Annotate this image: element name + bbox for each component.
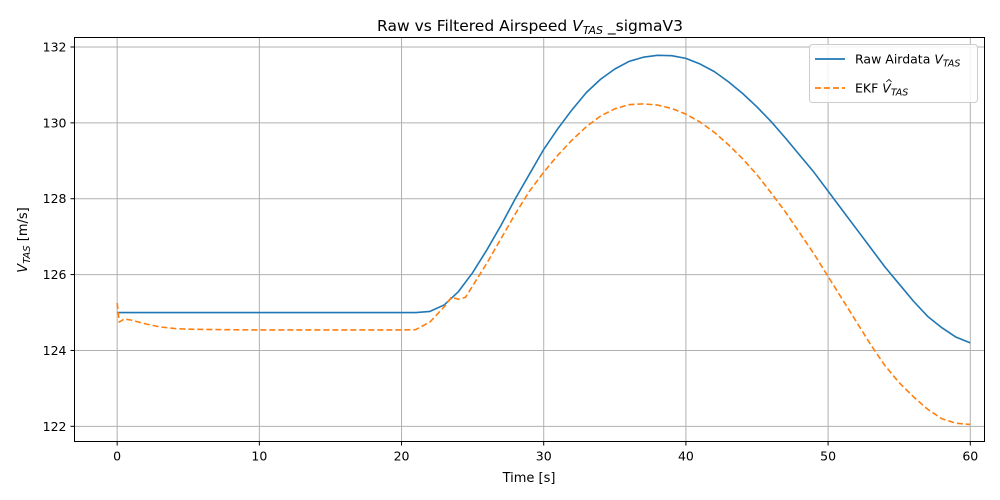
x-tick-label: 50 <box>820 449 836 464</box>
series-line-raw-airdata <box>117 54 971 344</box>
x-axis-title: Time [s] <box>502 471 556 486</box>
legend-label-ekf-sub: TAS <box>891 88 908 99</box>
legend-label-raw-sub: TAS <box>943 59 960 70</box>
axis-ticks: 0 10 20 30 40 50 60 122 124 126 128 130 132 <box>43 39 979 463</box>
legend-label-ekf-prefix: EKF <box>855 81 882 96</box>
y-tick-label: 132 <box>43 39 67 54</box>
legend-label-ekf: EKF VTAS <box>855 81 908 99</box>
chart-title-var: V <box>572 17 584 35</box>
x-tick-label: 40 <box>678 449 694 464</box>
legend-label-ekf-var: V <box>882 81 892 96</box>
y-axis-title-sub: TAS <box>22 245 33 264</box>
y-tick-label: 126 <box>43 267 67 282</box>
x-tick-label: 60 <box>962 449 978 464</box>
legend-label-raw: Raw Airdata VTAS <box>855 52 960 70</box>
legend-label-raw-var: V <box>934 52 944 67</box>
y-tick-label: 128 <box>43 191 67 206</box>
legend: Raw Airdata VTAS EKF VTAS ^ <box>809 44 978 103</box>
legend-hat-accent: ^ <box>885 79 893 90</box>
y-tick-label: 122 <box>43 419 67 434</box>
legend-box <box>809 44 978 103</box>
x-tick-label: 10 <box>251 449 267 464</box>
chart-title-sub: TAS <box>583 24 603 37</box>
y-axis-title: VTAS [m/s] <box>16 207 33 272</box>
chart-title-prefix: Raw vs Filtered Airspeed <box>377 17 572 35</box>
chart-title: Raw vs Filtered Airspeed VTAS _sigmaV3 <box>377 17 683 37</box>
chart-title-suffix: _sigmaV3 <box>603 17 683 36</box>
plot-series <box>116 54 971 426</box>
y-axis-title-suffix: [m/s] <box>16 207 31 245</box>
x-tick-label: 0 <box>113 449 121 464</box>
y-axis-title-var: V <box>16 263 31 273</box>
x-tick-label: 30 <box>536 449 552 464</box>
y-tick-label: 130 <box>43 115 67 130</box>
legend-label-raw-prefix: Raw Airdata <box>855 52 934 67</box>
x-tick-label: 20 <box>394 449 410 464</box>
series-line-ekf <box>116 103 971 426</box>
plot-frame <box>74 37 985 442</box>
y-tick-label: 124 <box>43 343 67 358</box>
